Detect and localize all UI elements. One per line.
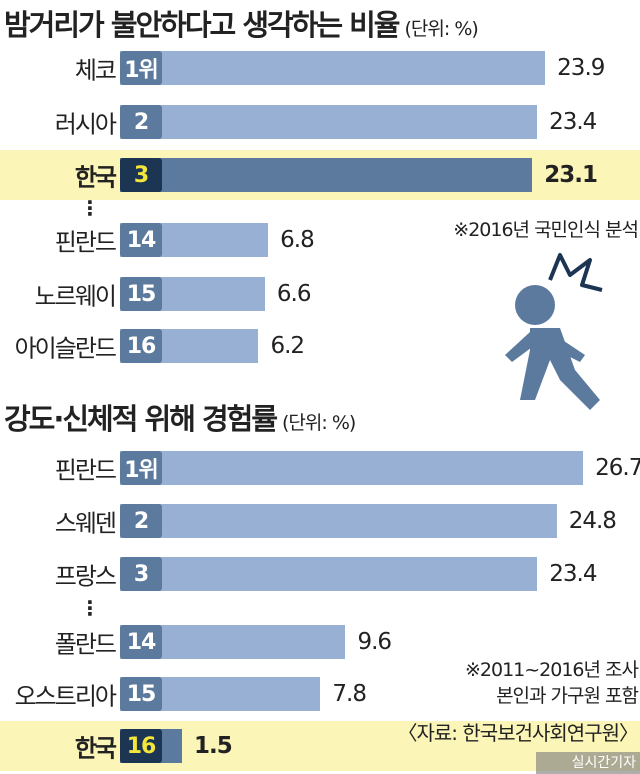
- value-label: 6.2: [270, 333, 305, 359]
- ellipsis: ⋮: [80, 196, 100, 220]
- rank-badge: 15: [120, 677, 162, 711]
- category-label: 폴란드: [54, 630, 117, 659]
- value-label: 6.8: [280, 227, 315, 253]
- bar: [120, 504, 557, 538]
- bar: [120, 51, 546, 85]
- category-label: 핀란드: [54, 228, 117, 257]
- value-label: 23.4: [549, 561, 597, 587]
- category-label: 한국: [74, 734, 117, 763]
- running-person-icon: [505, 253, 603, 410]
- value-label: 6.6: [276, 281, 312, 307]
- value-label: 23.4: [549, 109, 597, 135]
- rank-badge: 14: [120, 625, 162, 659]
- chart2-title: 강도·신체적 위해 경험률 (단위: %): [4, 396, 356, 438]
- category-label: 체코: [74, 56, 117, 85]
- value-label: 7.8: [332, 681, 367, 707]
- bar: [120, 557, 538, 591]
- highlight-band: [0, 721, 640, 771]
- rank-badge: 2: [120, 504, 162, 538]
- chart2-note-line1: ※2011~2016년 조사: [464, 659, 639, 681]
- bar: [120, 105, 538, 139]
- chart1-title: 밤거리가 불안하다고 생각하는 비율 (단위: %): [4, 2, 479, 44]
- value-label: 23.1: [544, 162, 598, 188]
- value-label: 1.5: [194, 733, 233, 759]
- rank-badge: 16: [120, 729, 162, 763]
- value-label: 23.9: [557, 55, 605, 81]
- rank-badge: 1위: [120, 51, 162, 85]
- rank-badge: 3: [120, 557, 162, 591]
- category-label: 오스트리아: [14, 682, 117, 711]
- rank-badge: 14: [120, 223, 162, 257]
- rank-badge: 15: [120, 277, 162, 311]
- chart2-note-line2: 본인과 가구원 포함: [496, 685, 639, 707]
- ellipsis: ⋮: [80, 596, 100, 620]
- category-label: 스웨덴: [54, 509, 117, 538]
- value-label: 26.7: [595, 455, 640, 481]
- category-label: 아이슬란드: [14, 334, 117, 363]
- rank-badge: 2: [120, 105, 162, 139]
- chart2-unit: (단위: %): [282, 412, 356, 434]
- category-label: 프랑스: [54, 562, 117, 591]
- bar: [120, 451, 584, 485]
- chart1-title-text: 밤거리가 불안하다고 생각하는 비율: [4, 8, 400, 42]
- watermark: 실시간기자: [536, 752, 640, 774]
- chart2-title-text: 강도·신체적 위해 경험률: [4, 402, 278, 436]
- source: 〈자료: 한국보건사회연구원〉: [397, 721, 639, 745]
- category-label: 노르웨이: [34, 282, 117, 311]
- bar: [120, 158, 533, 192]
- rank-badge: 16: [120, 329, 162, 363]
- value-label: 24.8: [568, 508, 617, 534]
- rank-badge: 3: [120, 158, 162, 192]
- chart1-note: ※2016년 국민인식 분석: [453, 219, 639, 241]
- rank-badge: 1위: [120, 451, 162, 485]
- category-label: 핀란드: [54, 456, 117, 485]
- chart1-unit: (단위: %): [404, 18, 479, 40]
- category-label: 러시아: [54, 110, 117, 139]
- category-label: 한국: [74, 163, 117, 192]
- value-label: 9.6: [357, 629, 392, 655]
